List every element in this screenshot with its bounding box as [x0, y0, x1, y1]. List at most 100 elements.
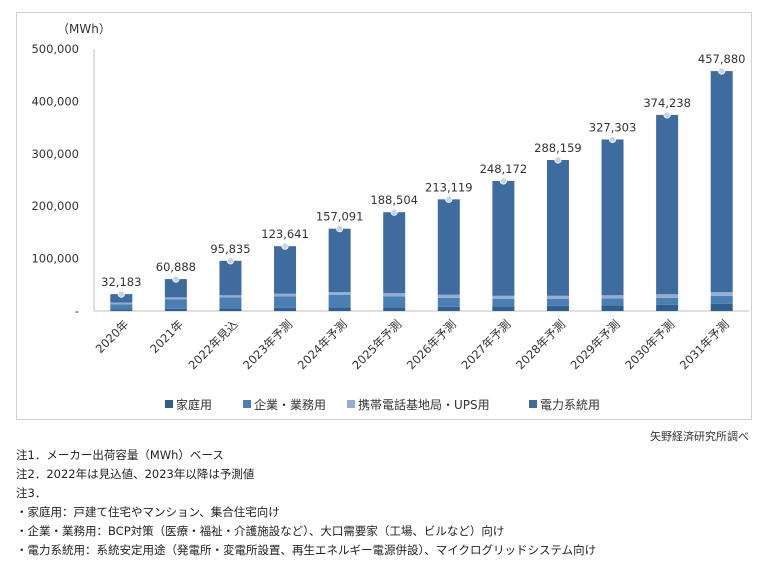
bar-segment [656, 297, 679, 305]
bar-segment [546, 295, 569, 299]
total-marker [390, 208, 398, 216]
total-label: 327,303 [589, 120, 637, 134]
note-line: 注3． [16, 486, 47, 500]
total-marker [608, 135, 617, 144]
total-label: 123,641 [261, 227, 309, 241]
total-marker [336, 225, 344, 233]
legend-label: 家庭用 [176, 397, 212, 412]
total-label: 188,504 [370, 193, 418, 207]
bar-segment [328, 228, 351, 293]
bar-segment [601, 295, 624, 299]
bar-segment [710, 303, 733, 311]
bar-segment [437, 199, 460, 295]
note-line: ・家庭用：戸建て住宅やマンション、集合住宅向け [16, 505, 280, 519]
note-line: ・企業・業務用：BCP対策（医療・福祉・介護施設など）、大口需要家（工場、ビルな… [16, 524, 505, 538]
bar-segment [383, 212, 406, 294]
total-label: 248,172 [480, 162, 528, 176]
bar-segment [437, 306, 460, 311]
bar-segment [710, 292, 733, 296]
bar-segment [383, 296, 406, 308]
bar-segment [110, 304, 133, 310]
bar-segment [110, 302, 133, 305]
y-tick-label: 200,000 [31, 199, 79, 213]
total-label: 95,835 [210, 242, 250, 256]
bar-segment [328, 292, 351, 295]
total-label: 32,183 [101, 275, 141, 289]
y-tick-label: - [75, 304, 79, 318]
legend-swatch [243, 400, 251, 408]
category-label: 2020年 [93, 317, 132, 356]
category-label: 2030年予測 [622, 317, 677, 372]
bar-segment [492, 180, 515, 296]
bar-segment [601, 305, 624, 311]
bar-segment [546, 160, 569, 296]
bar-segment [656, 114, 679, 295]
note-line: 注1．メーカー出荷容量（MWh）ベース [16, 448, 224, 462]
y-axis-label: （MWh） [57, 22, 111, 36]
legend-label: 携帯電話基地局・UPS用 [358, 397, 490, 412]
legend-swatch [165, 400, 173, 408]
total-marker [554, 156, 562, 164]
source-credit: 矢野経済研究所調べ [650, 430, 749, 443]
bar-segment [492, 298, 515, 307]
total-marker [445, 195, 453, 203]
bar-segment [546, 305, 569, 311]
total-label: 374,238 [643, 96, 691, 110]
total-marker [172, 275, 180, 283]
note-line: 注2．2022年は見込値、2023年以降は予測値 [16, 467, 255, 481]
y-tick-label: 100,000 [31, 252, 79, 266]
bar-segment [383, 307, 406, 311]
bar-segment [219, 260, 242, 296]
y-tick-label: 500,000 [31, 42, 79, 56]
category-label: 2029年予測 [568, 317, 623, 372]
bar-segment [219, 297, 242, 309]
total-marker [718, 67, 726, 75]
bar-segment [601, 298, 624, 306]
total-marker [499, 177, 507, 185]
bar-segment [383, 293, 406, 297]
category-label: 2026年予測 [404, 317, 459, 372]
bar-segment [274, 246, 297, 294]
legend-swatch [347, 400, 355, 408]
bar-segment [328, 307, 351, 311]
total-marker [663, 111, 671, 119]
total-marker [117, 290, 125, 298]
bar-segment [219, 308, 242, 311]
bar-segment [546, 298, 569, 306]
bar-segment [656, 304, 679, 311]
total-marker [281, 242, 289, 250]
bar-segment [110, 309, 133, 311]
chart-frame: （MWh） 500,000 400,000 300,000 200,000 100,000… [16, 12, 752, 420]
legend-label: 企業・業務用 [254, 397, 326, 412]
total-label: 457,880 [698, 52, 746, 66]
bar-segment [656, 294, 679, 298]
category-label: 2023年予測 [240, 317, 295, 372]
y-tick-label: 300,000 [31, 147, 79, 161]
bar-segment [274, 293, 297, 297]
bar-segment [164, 297, 187, 300]
total-marker [226, 257, 235, 265]
bar-segment [219, 295, 242, 298]
note-line: ・電力系統用：系統安定用途（発電所・変電所設置、再生エネルギー電源併設）、マイク… [16, 543, 597, 557]
bar-segment [328, 294, 351, 308]
bar-segment [164, 299, 187, 309]
bar-segment [492, 295, 515, 299]
bar-segment [274, 296, 297, 308]
category-label: 2028年予測 [513, 317, 568, 372]
bar-segment [437, 297, 460, 307]
legend-label: 電力系統用 [540, 398, 600, 412]
bar-segment [274, 307, 297, 311]
notes: 注1．メーカー出荷容量（MWh）ベース 注2．2022年は見込値、2023年以降… [16, 446, 756, 560]
bar-segment [492, 306, 515, 311]
bar-segment [710, 295, 733, 304]
legend-swatch [529, 400, 537, 408]
category-label: 2031年予測 [677, 317, 732, 372]
chart-svg: （MWh） 500,000 400,000 300,000 200,000 100,000… [31, 22, 749, 412]
bar-segment [164, 279, 187, 298]
category-label: 2022年見込 [186, 317, 241, 372]
category-label: 2021年 [147, 317, 186, 356]
total-label: 213,119 [425, 180, 473, 194]
total-label: 157,091 [316, 210, 364, 224]
bar-segment [601, 139, 624, 296]
category-label: 2025年予測 [349, 317, 404, 372]
